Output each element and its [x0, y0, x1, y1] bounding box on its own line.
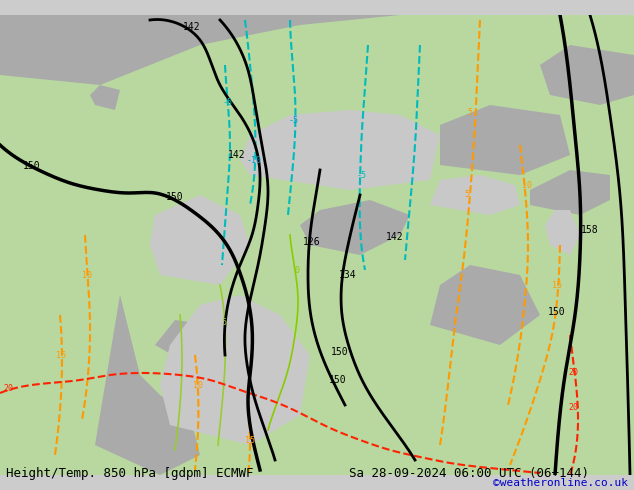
Polygon shape: [95, 295, 200, 475]
Text: 150: 150: [547, 307, 565, 317]
Text: 150: 150: [23, 161, 41, 171]
Text: 15: 15: [56, 351, 66, 360]
Polygon shape: [300, 200, 410, 255]
Text: 142: 142: [228, 150, 246, 160]
Text: 15: 15: [245, 436, 255, 445]
Text: 0: 0: [295, 266, 299, 275]
Polygon shape: [160, 295, 310, 445]
Text: 20: 20: [3, 384, 13, 393]
Text: Sa 28-09-2024 06:00 UTC (06+144): Sa 28-09-2024 06:00 UTC (06+144): [349, 467, 589, 480]
Text: 10: 10: [522, 181, 532, 190]
Text: 5: 5: [467, 108, 472, 117]
Text: 142: 142: [386, 232, 404, 242]
Text: 10: 10: [82, 271, 92, 280]
Polygon shape: [440, 105, 570, 175]
Text: 150: 150: [329, 375, 347, 385]
Polygon shape: [540, 45, 634, 105]
Text: 150: 150: [166, 192, 184, 202]
Text: -10: -10: [247, 156, 261, 165]
Polygon shape: [0, 15, 634, 475]
Polygon shape: [150, 195, 250, 285]
Text: -5: -5: [289, 116, 299, 125]
Text: Height/Temp. 850 hPa [gdpm] ECMWF: Height/Temp. 850 hPa [gdpm] ECMWF: [6, 467, 254, 480]
Text: -5: -5: [223, 98, 233, 107]
Polygon shape: [530, 170, 610, 215]
Text: 20: 20: [568, 403, 578, 412]
Text: 142: 142: [183, 22, 201, 32]
Text: 5: 5: [465, 190, 470, 199]
Text: 20: 20: [568, 368, 578, 377]
Polygon shape: [545, 210, 580, 255]
Text: 5: 5: [221, 318, 226, 327]
Polygon shape: [0, 15, 400, 85]
Polygon shape: [430, 265, 540, 345]
Text: 134: 134: [339, 270, 357, 280]
Text: 126: 126: [303, 237, 321, 247]
Polygon shape: [90, 85, 120, 110]
Text: 10: 10: [193, 381, 203, 390]
Polygon shape: [240, 110, 440, 190]
Text: -5: -5: [357, 171, 367, 180]
Text: 150: 150: [331, 347, 349, 357]
Text: ©weatheronline.co.uk: ©weatheronline.co.uk: [493, 478, 628, 488]
Polygon shape: [155, 320, 220, 365]
Polygon shape: [430, 175, 520, 215]
Text: 15: 15: [552, 281, 562, 290]
Text: 158: 158: [581, 225, 598, 235]
